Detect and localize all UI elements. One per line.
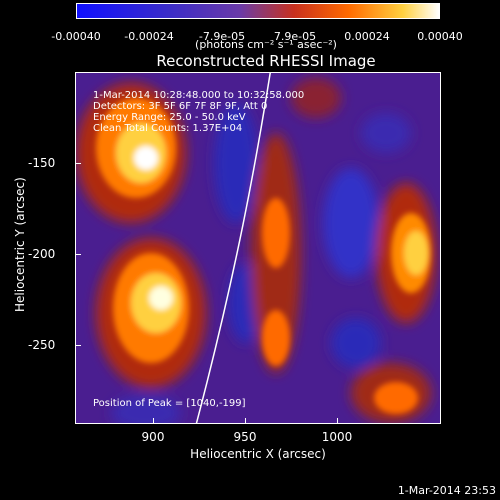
colorbar-tick: 0.00024 (344, 30, 390, 43)
colorbar-tick: 7.9e-05 (273, 30, 317, 43)
colorbar-tick: -7.9e-05 (198, 30, 246, 43)
x-tick-label: 950 (233, 430, 257, 444)
rhessi-image (76, 73, 440, 423)
y-tick-label: -150 (28, 156, 56, 170)
y-axis-label: Heliocentric Y (arcsec) (13, 177, 27, 312)
y-tick-label: -200 (28, 247, 56, 261)
info-energy: Energy Range: 25.0 - 50.0 keV (93, 112, 246, 123)
colorbar-tick: 0.00040 (417, 30, 463, 43)
rhessi-image-plot (75, 72, 441, 424)
info-detectors: Detectors: 3F 5F 6F 7F 8F 9F, Att 0 (93, 101, 268, 112)
colorbar-unit: (photons cm⁻² s⁻¹ asec⁻²) (195, 38, 337, 51)
colorbar (76, 3, 440, 19)
colorbar-tick: -0.00040 (51, 30, 101, 43)
timestamp: 1-Mar-2014 23:53 (397, 484, 496, 497)
x-tick-label: 900 (141, 430, 165, 444)
info-time: 1-Mar-2014 10:28:48.000 to 10:32:58.000 (93, 90, 305, 101)
y-tick-label: -250 (28, 338, 56, 352)
image-title: Reconstructed RHESSI Image (156, 52, 376, 70)
colorbar-tick: -0.00024 (124, 30, 174, 43)
info-clean: Clean Total Counts: 1.37E+04 (93, 123, 243, 134)
solar-limb (195, 73, 271, 423)
x-tick-label: 1000 (321, 430, 353, 444)
x-axis-label: Heliocentric X (arcsec) (190, 447, 326, 461)
info-peak: Position of Peak = [1040,-199] (93, 398, 246, 409)
